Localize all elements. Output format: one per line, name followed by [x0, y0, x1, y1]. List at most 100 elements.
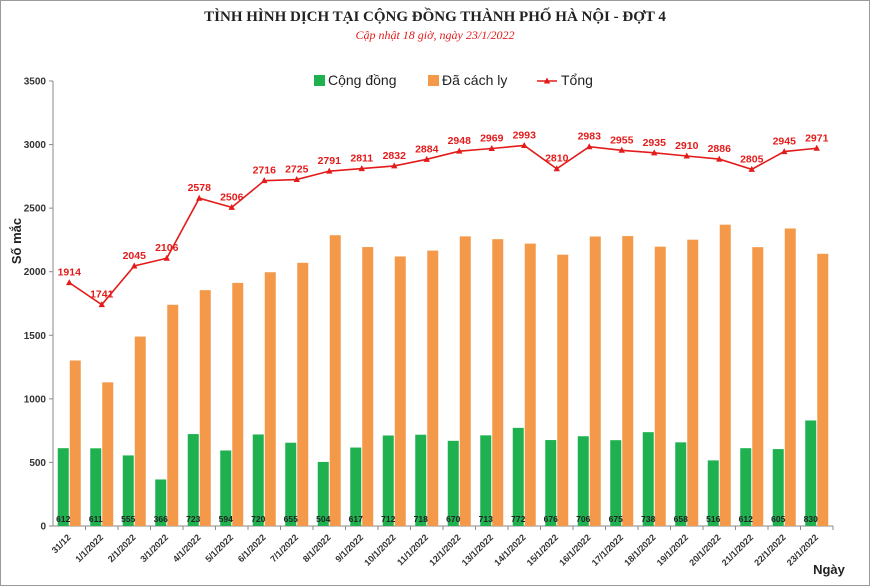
legend-marker-total [543, 77, 551, 84]
legend-label-quarantined: Đã cách ly [442, 72, 507, 88]
total-marker [781, 148, 788, 155]
quarantined-bar [654, 246, 666, 526]
quarantined-bar [719, 224, 731, 526]
total-marker [521, 141, 528, 148]
bars-group [57, 224, 829, 527]
total-marker [456, 147, 463, 154]
community-value-label: 594 [219, 514, 233, 524]
quarantined-bar [297, 262, 309, 526]
x-tick-label: 8/1/2022 [301, 532, 333, 564]
total-value-label: 1914 [58, 267, 82, 279]
quarantined-bar [784, 228, 796, 526]
community-bar [317, 461, 329, 526]
x-tick-label: 11/1/2022 [395, 532, 430, 567]
x-tick-label: 15/1/2022 [525, 532, 560, 567]
community-bar [447, 440, 459, 526]
community-bar [90, 448, 102, 526]
community-value-label: 712 [381, 514, 395, 524]
total-value-label: 2716 [253, 165, 277, 177]
total-value-label: 2983 [578, 131, 602, 143]
y-tick-label: 1000 [24, 394, 47, 405]
total-value-label: 2969 [480, 133, 504, 145]
total-marker [358, 165, 365, 172]
community-bar [252, 434, 264, 526]
community-value-label: 676 [544, 514, 558, 524]
x-tick-label: 12/1/2022 [427, 532, 462, 567]
community-value-label: 723 [186, 514, 200, 524]
x-tick-label: 9/1/2022 [333, 532, 365, 564]
total-marker [326, 167, 333, 174]
x-tick-label: 21/1/2022 [720, 532, 755, 567]
community-bar [382, 435, 394, 526]
quarantined-bar [69, 360, 81, 526]
total-marker [66, 279, 73, 286]
y-tick-label: 1500 [24, 331, 47, 342]
total-value-label: 2948 [448, 135, 472, 147]
total-value-label: 2910 [675, 140, 699, 152]
total-marker [716, 155, 723, 162]
quarantined-bar [264, 272, 276, 526]
community-value-label: 738 [641, 514, 655, 524]
quarantined-bar [817, 253, 829, 526]
x-tick-label: 18/1/2022 [622, 532, 657, 567]
total-marker [163, 254, 170, 261]
quarantined-bar [589, 236, 601, 526]
total-value-label: 2578 [188, 182, 212, 194]
community-bar [220, 450, 232, 526]
total-marker [748, 165, 755, 172]
total-marker [553, 165, 560, 172]
community-value-label: 612 [739, 514, 753, 524]
y-tick-label: 2500 [24, 204, 47, 215]
community-value-label: 713 [479, 514, 493, 524]
total-marker [651, 149, 658, 156]
x-tick-label: 5/1/2022 [203, 532, 235, 564]
community-bar [577, 436, 589, 526]
total-marker [261, 177, 268, 184]
quarantined-bar [524, 243, 536, 526]
x-tick-label: 16/1/2022 [557, 532, 592, 567]
total-value-label: 1741 [90, 289, 114, 301]
x-tick-label: 17/1/2022 [590, 532, 625, 567]
quarantined-bar [329, 235, 341, 526]
total-marker [131, 262, 138, 269]
total-value-label: 2811 [350, 153, 373, 165]
total-value-label: 2106 [155, 242, 179, 254]
total-marker [488, 145, 495, 152]
community-bar [545, 440, 557, 526]
community-value-label: 830 [804, 514, 818, 524]
community-value-label: 617 [349, 514, 363, 524]
total-marker [618, 146, 625, 153]
community-value-label: 720 [251, 514, 265, 524]
community-value-label: 605 [771, 514, 785, 524]
total-line-group [66, 141, 820, 308]
data-labels-group: 612 611 555 366 723 594 720 655 504 617 712 718 670 7… [56, 129, 828, 524]
quarantined-bar [362, 247, 374, 526]
x-tick-label: 1/1/2022 [73, 532, 105, 564]
community-bar [155, 479, 167, 526]
legend: Cộng đồng Đã cách ly Tổng [314, 72, 593, 88]
total-value-label: 2725 [285, 164, 309, 176]
community-bar [675, 442, 687, 526]
x-tick-label: 3/1/2022 [138, 532, 170, 564]
community-value-label: 655 [284, 514, 298, 524]
x-tick-label: 2/1/2022 [106, 532, 138, 564]
total-value-label: 2810 [545, 153, 569, 165]
community-value-label: 658 [674, 514, 688, 524]
legend-label-total: Tổng [561, 72, 593, 88]
x-tick-label: 14/1/2022 [492, 532, 527, 567]
y-tick-label: 3000 [24, 140, 47, 151]
y-tick-label: 0 [40, 522, 46, 533]
x-tick-label: 4/1/2022 [171, 532, 203, 564]
total-marker [423, 155, 430, 162]
community-value-label: 718 [414, 514, 428, 524]
total-value-label: 2045 [123, 250, 147, 262]
community-bar [415, 434, 427, 526]
total-line [68, 144, 817, 306]
x-tick-label: 31/12 [50, 532, 73, 555]
community-value-label: 706 [576, 514, 590, 524]
community-bar [350, 447, 362, 526]
x-tick-label: 22/1/2022 [752, 532, 787, 567]
total-value-label: 2935 [643, 137, 667, 149]
community-value-label: 772 [511, 514, 525, 524]
total-value-label: 2971 [805, 132, 829, 144]
